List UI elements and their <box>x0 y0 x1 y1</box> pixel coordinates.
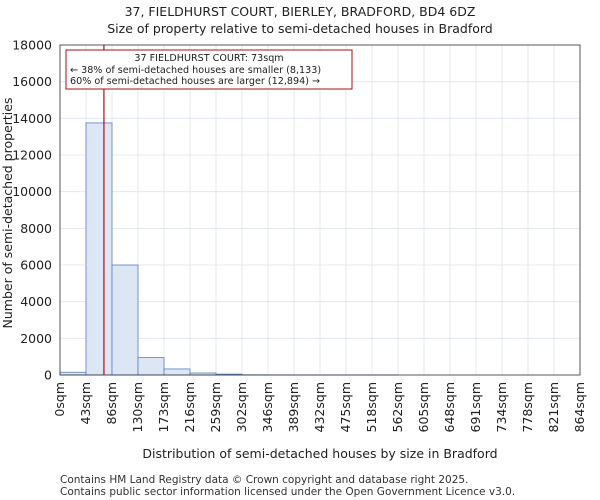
y-tick-label: 14000 <box>12 111 52 126</box>
x-tick-label: 43sqm <box>78 382 93 425</box>
bars <box>59 122 399 376</box>
histogram-bar <box>137 357 165 376</box>
x-tick-label: 216sqm <box>182 382 197 432</box>
x-tick-label: 86sqm <box>104 382 119 425</box>
x-tick-label: 173sqm <box>156 382 171 432</box>
annotation-line-2: ← 38% of semi-detached houses are smalle… <box>70 65 321 76</box>
chart-title: 37, FIELDHURST COURT, BIERLEY, BRADFORD,… <box>125 4 476 19</box>
y-axis-label: Number of semi-detached properties <box>0 98 15 329</box>
histogram-bar <box>111 264 139 376</box>
plot-frame <box>59 44 581 376</box>
x-tick-label: 605sqm <box>416 382 431 432</box>
footer-line-2: Contains public sector information licen… <box>60 486 515 498</box>
x-tick-label: 389sqm <box>286 382 301 432</box>
x-tick-label: 864sqm <box>572 382 587 432</box>
y-axis-ticks: 0 2000 4000 6000 8000 10000 12000 14000 16000 180… <box>12 38 52 383</box>
x-tick-label: 0sqm <box>52 382 67 417</box>
histogram-bar <box>85 122 113 376</box>
x-tick-label: 691sqm <box>468 382 483 432</box>
annotation-line-3: 60% of semi-detached houses are larger (… <box>70 76 320 87</box>
x-tick-label: 821sqm <box>546 382 561 432</box>
x-tick-label: 562sqm <box>390 382 405 432</box>
x-tick-label: 432sqm <box>312 382 327 432</box>
x-tick-label: 302sqm <box>234 382 249 432</box>
histogram-bar <box>59 371 87 376</box>
chart-subtitle: Size of property relative to semi-detach… <box>107 21 493 36</box>
annotation-box: 37 FIELDHURST COURT: 73sqm ← 38% of semi… <box>65 49 353 90</box>
annotation-line-1: 37 FIELDHURST COURT: 73sqm <box>134 53 283 64</box>
y-tick-label: 16000 <box>12 74 52 89</box>
footer-line-1: Contains HM Land Registry data © Crown c… <box>60 474 468 486</box>
x-tick-label: 475sqm <box>338 382 353 432</box>
y-tick-label: 0 <box>44 368 52 383</box>
x-tick-label: 734sqm <box>494 382 509 432</box>
histogram-bar <box>163 368 191 376</box>
y-tick-label: 4000 <box>20 294 52 309</box>
x-axis-ticks: 0sqm 43sqm 86sqm 130sqm 173sqm 216sqm 259sqm 30… <box>52 382 587 432</box>
x-tick-label: 130sqm <box>130 382 145 432</box>
y-tick-label: 8000 <box>20 221 52 236</box>
y-tick-label: 12000 <box>12 148 52 163</box>
x-axis-label: Distribution of semi-detached houses by … <box>142 446 497 461</box>
x-tick-label: 518sqm <box>364 382 379 432</box>
x-tick-label: 259sqm <box>208 382 223 432</box>
x-tick-label: 648sqm <box>442 382 457 432</box>
y-tick-label: 2000 <box>20 331 52 346</box>
x-tick-label: 778sqm <box>520 382 535 432</box>
y-tick-label: 6000 <box>20 258 52 273</box>
y-tick-label: 10000 <box>12 184 52 199</box>
x-tick-label: 346sqm <box>260 382 275 432</box>
y-tick-label: 18000 <box>12 38 52 53</box>
